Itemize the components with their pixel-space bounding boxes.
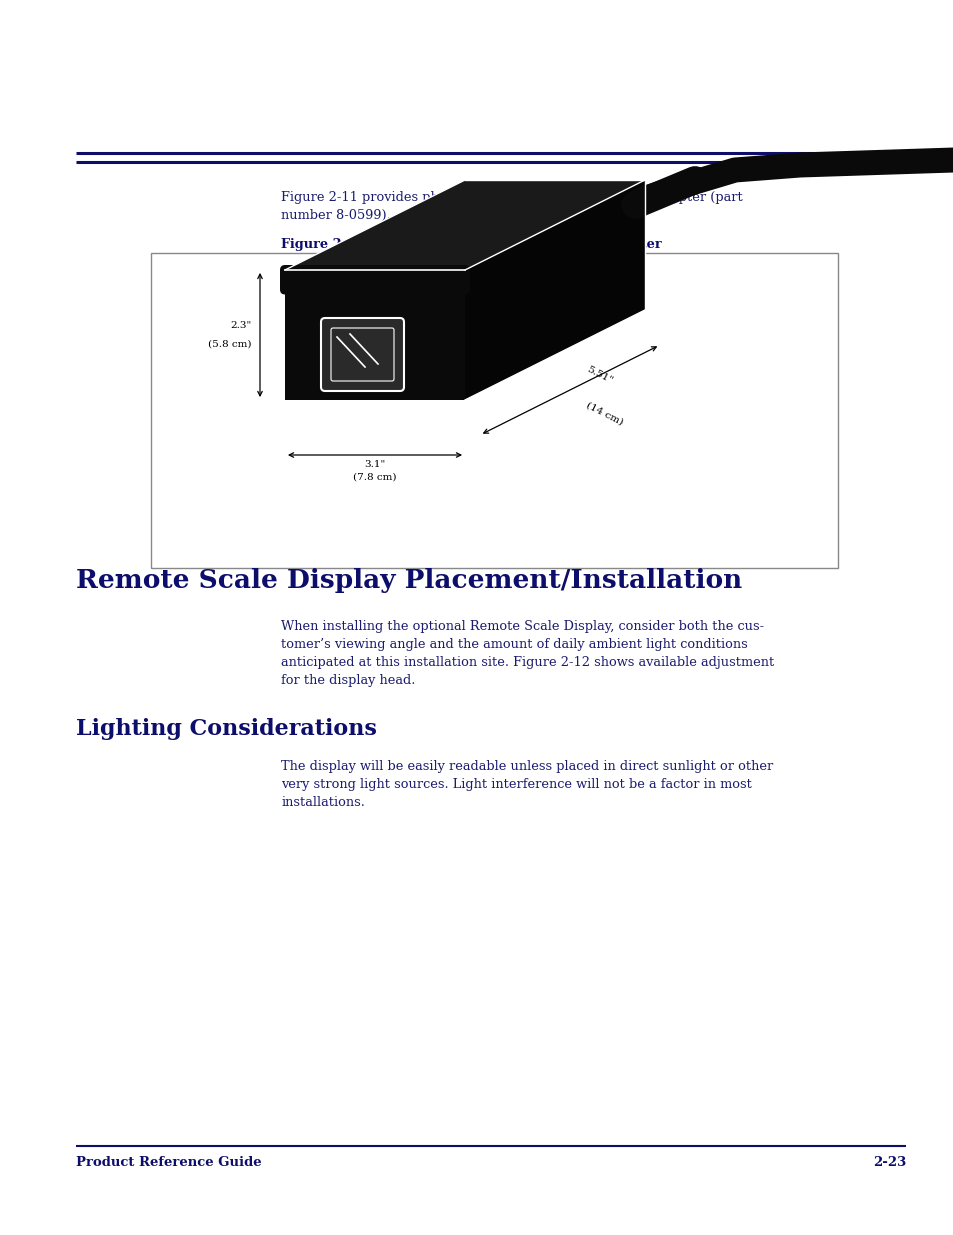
Text: Figure 2-11 provides physical dimensions for the AC/DC Adapter (part
number 8-05: Figure 2-11 provides physical dimensions… [281, 191, 742, 222]
Text: 5.51": 5.51" [584, 364, 614, 385]
Text: (14 cm): (14 cm) [584, 400, 624, 426]
FancyBboxPatch shape [320, 317, 403, 391]
Polygon shape [285, 270, 464, 400]
Polygon shape [464, 180, 644, 400]
Text: Remote Scale Display Placement/Installation: Remote Scale Display Placement/Installat… [76, 568, 741, 593]
Bar [151, 253, 837, 568]
Text: 3.1": 3.1" [364, 459, 385, 469]
Text: (7.8 cm): (7.8 cm) [353, 473, 396, 482]
Text: Figure 2-11. Physical Measurements: AC/DC Adapter: Figure 2-11. Physical Measurements: AC/D… [281, 238, 661, 252]
FancyBboxPatch shape [280, 266, 470, 294]
Text: 2-23: 2-23 [872, 1156, 905, 1170]
Text: The display will be easily readable unless placed in direct sunlight or other
ve: The display will be easily readable unle… [281, 760, 773, 809]
Polygon shape [285, 180, 644, 270]
Text: Lighting Considerations: Lighting Considerations [76, 718, 376, 740]
Text: When installing the optional Remote Scale Display, consider both the cus-
tomer’: When installing the optional Remote Scal… [281, 620, 774, 687]
Text: Product Reference Guide: Product Reference Guide [76, 1156, 262, 1170]
Text: 2.3": 2.3" [231, 321, 252, 330]
Text: (5.8 cm): (5.8 cm) [209, 340, 252, 350]
